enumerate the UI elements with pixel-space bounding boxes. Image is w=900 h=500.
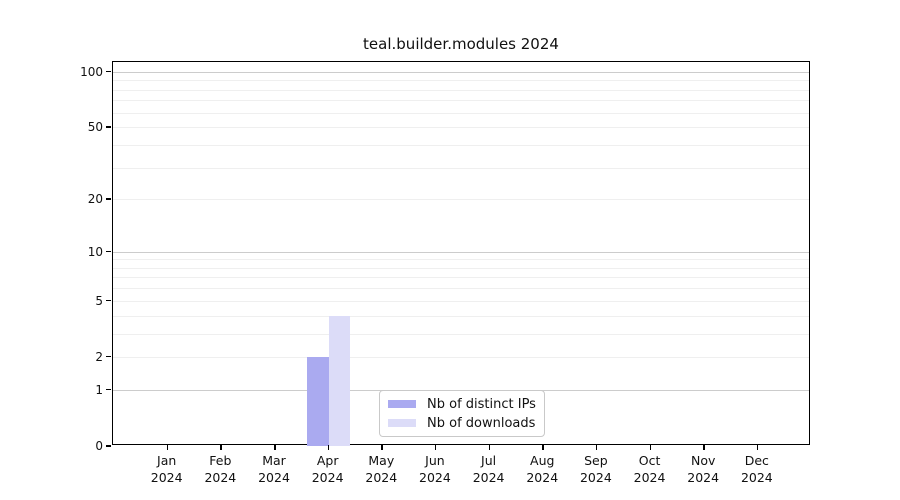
x-axis-tick-label: Dec 2024 bbox=[740, 453, 773, 485]
x-axis-tick-label: Aug 2024 bbox=[526, 453, 559, 485]
y-axis-tick bbox=[106, 299, 111, 302]
legend-label: Nb of downloads bbox=[427, 415, 536, 431]
y-minor-gridline bbox=[113, 277, 809, 279]
y-minor-gridline bbox=[113, 288, 809, 290]
x-axis-tick-label: Nov 2024 bbox=[687, 453, 720, 485]
y-axis-tick-label: 100 bbox=[80, 64, 103, 79]
x-axis-tick bbox=[542, 445, 544, 450]
y-minor-gridline bbox=[113, 112, 809, 114]
y-major-gridline bbox=[113, 71, 809, 73]
y-axis-tick bbox=[106, 355, 111, 358]
chart-title: teal.builder.modules 2024 bbox=[363, 35, 559, 53]
legend-swatch-downloads bbox=[388, 419, 416, 427]
x-axis-tick-label: Apr 2024 bbox=[311, 453, 344, 485]
x-axis-tick-label: Jul 2024 bbox=[472, 453, 505, 485]
x-axis-tick bbox=[327, 445, 330, 450]
x-axis-tick bbox=[488, 445, 491, 450]
x-axis-tick bbox=[166, 445, 169, 450]
legend-swatch-distinct-ips bbox=[388, 400, 416, 408]
y-minor-gridline bbox=[113, 80, 809, 82]
y-minor-gridline bbox=[113, 100, 809, 102]
x-axis-tick-label: Jan 2024 bbox=[150, 453, 183, 485]
x-axis-tick-label: Feb 2024 bbox=[204, 453, 237, 485]
legend-row: Nb of distinct IPs bbox=[388, 397, 536, 412]
x-axis-tick bbox=[434, 445, 437, 450]
plot-area: Nb of distinct IPs Nb of downloads bbox=[112, 61, 810, 446]
y-axis-tick-label: 2 bbox=[95, 349, 103, 364]
y-axis-tick bbox=[106, 445, 111, 447]
y-axis-tick bbox=[106, 126, 111, 128]
legend-row: Nb of downloads bbox=[388, 416, 536, 431]
x-axis-tick-label: Oct 2024 bbox=[633, 453, 666, 485]
y-axis-tick-label: 5 bbox=[95, 293, 103, 308]
y-axis-tick-label: 1 bbox=[95, 382, 103, 397]
legend-label: Nb of distinct IPs bbox=[427, 396, 536, 412]
x-axis-tick-label: Sep 2024 bbox=[579, 453, 612, 485]
x-axis-tick-label: Mar 2024 bbox=[258, 453, 290, 485]
bar-distinct-ips bbox=[307, 356, 329, 446]
x-axis-tick bbox=[381, 445, 383, 450]
y-axis-tick bbox=[106, 388, 111, 391]
x-axis-tick bbox=[756, 445, 759, 450]
y-minor-gridline bbox=[113, 127, 809, 129]
x-axis-tick-label: Jun 2024 bbox=[419, 453, 451, 485]
y-minor-gridline bbox=[113, 267, 809, 269]
y-major-gridline bbox=[113, 251, 809, 253]
x-axis-tick bbox=[220, 445, 222, 450]
y-minor-gridline bbox=[113, 89, 809, 91]
y-axis-tick bbox=[106, 198, 111, 200]
y-minor-gridline bbox=[113, 144, 809, 146]
y-axis-tick-label: 20 bbox=[87, 192, 103, 207]
y-minor-gridline bbox=[113, 356, 809, 358]
y-minor-gridline bbox=[113, 259, 809, 261]
y-minor-gridline bbox=[113, 300, 809, 302]
y-axis-tick-label: 50 bbox=[87, 120, 103, 135]
x-axis-tick bbox=[649, 445, 652, 450]
y-axis-tick-label: 0 bbox=[95, 439, 103, 453]
legend: Nb of distinct IPs Nb of downloads bbox=[379, 390, 545, 437]
x-axis-tick bbox=[274, 445, 276, 450]
y-minor-gridline bbox=[113, 333, 809, 335]
y-minor-gridline bbox=[113, 199, 809, 201]
x-axis-tick bbox=[595, 445, 598, 450]
x-axis-tick-label: May 2024 bbox=[365, 453, 398, 485]
y-minor-gridline bbox=[113, 315, 809, 317]
y-axis-tick bbox=[106, 70, 111, 73]
x-axis-tick bbox=[703, 445, 705, 450]
y-minor-gridline bbox=[113, 167, 809, 169]
bar-downloads bbox=[328, 315, 351, 446]
y-axis-tick bbox=[106, 250, 111, 253]
y-axis-tick-label: 10 bbox=[87, 244, 103, 259]
